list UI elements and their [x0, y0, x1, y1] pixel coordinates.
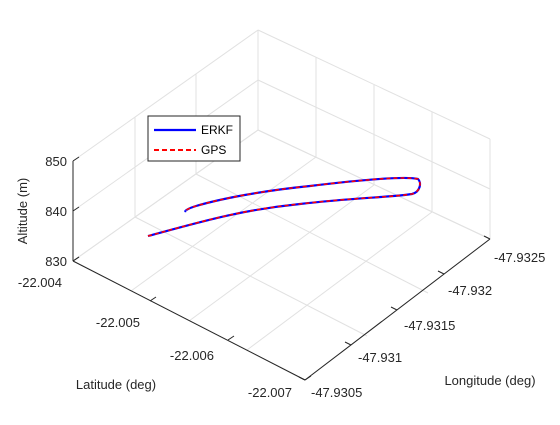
- tick-mark: [227, 335, 235, 341]
- y-tick-label: -22.006: [170, 348, 214, 363]
- z-tick-labels: 850 840 830: [45, 154, 67, 269]
- z-tick-label: 840: [45, 204, 67, 219]
- legend-gps-label: GPS: [201, 143, 226, 157]
- z-axis-label: Altitude (m): [15, 178, 30, 244]
- tick-mark: [72, 156, 80, 162]
- tick-mark: [72, 206, 80, 212]
- grid-line: [188, 184, 375, 322]
- tick-mark: [298, 376, 306, 381]
- tick-mark: [149, 296, 157, 302]
- tick-mark: [483, 235, 491, 240]
- x-tick-label: -47.9325: [494, 250, 545, 265]
- grid-line: [195, 173, 429, 294]
- ticks: [72, 156, 491, 381]
- tick-mark: [390, 306, 398, 311]
- x-tick-label: -47.9305: [311, 385, 362, 400]
- x-tick-label: -47.9315: [404, 318, 455, 333]
- x-axis-line: [304, 238, 491, 381]
- x-tick-label: -47.932: [448, 283, 492, 298]
- legend-box: [147, 115, 241, 162]
- x-tick-labels: -47.9305 -47.931 -47.9315 -47.932 -47.93…: [311, 250, 545, 400]
- axes: [72, 161, 491, 381]
- x-axis-label: Longitude (deg): [444, 373, 535, 388]
- tick-mark: [437, 270, 445, 275]
- grid-line: [72, 29, 259, 162]
- grid-line: [257, 29, 491, 140]
- tick-mark: [304, 375, 312, 381]
- z-tick-label: 850: [45, 154, 67, 169]
- y-tick-label: -22.005: [96, 315, 140, 330]
- grid-line: [246, 211, 433, 351]
- grid-line: [257, 129, 491, 240]
- series-layer: [147, 176, 422, 238]
- y-tick-labels: -22.004 -22.005 -22.006 -22.007: [18, 275, 292, 400]
- z-tick-label: 830: [45, 254, 67, 269]
- legend: ERKF GPS: [147, 115, 241, 162]
- x-tick-label: -47.931: [358, 350, 402, 365]
- tick-mark: [344, 341, 352, 346]
- y-axis-line: [72, 260, 306, 381]
- y-tick-label: -22.007: [248, 385, 292, 400]
- y-tick-label: -22.004: [18, 275, 62, 290]
- grid-line: [134, 216, 368, 337]
- tick-mark: [72, 256, 80, 262]
- legend-erkf-label: ERKF: [201, 123, 233, 137]
- series-gps-line: [147, 177, 421, 237]
- y-axis-label: Latitude (deg): [76, 377, 156, 392]
- grid-line: [130, 156, 317, 292]
